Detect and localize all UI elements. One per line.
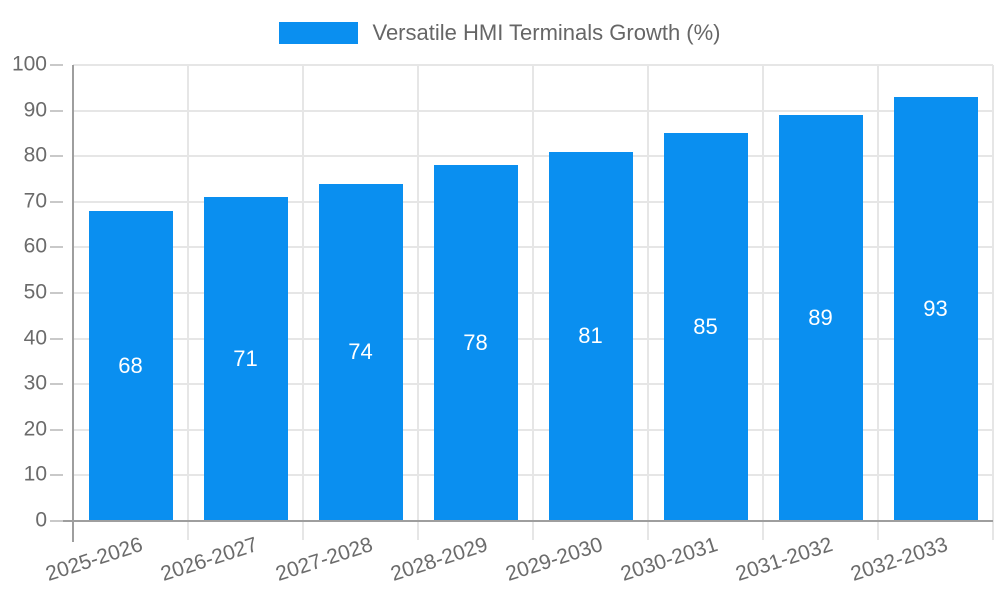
y-tick-label: 90 (23, 98, 47, 122)
y-tick-label: 0 (35, 508, 47, 532)
x-gridline (302, 65, 304, 540)
y-tick (50, 64, 63, 66)
bar[interactable]: 78 (433, 165, 518, 521)
bar[interactable]: 68 (88, 210, 173, 521)
bar[interactable]: 85 (663, 133, 748, 521)
y-tick (50, 428, 63, 431)
x-gridline (532, 65, 534, 540)
x-gridline (647, 65, 649, 540)
bar-value-label: 85 (693, 314, 718, 340)
y-tick (50, 246, 63, 249)
y-tick (50, 474, 63, 477)
bar-value-label: 74 (348, 339, 373, 365)
x-tick-label: 2025-2026 (42, 533, 146, 586)
x-tick-label: 2032-2033 (847, 533, 951, 586)
bar[interactable]: 93 (893, 96, 978, 521)
bar-value-label: 81 (578, 323, 603, 349)
x-axis-line (63, 520, 993, 522)
y-tick (50, 292, 63, 294)
y-tick-label: 10 (23, 462, 47, 486)
y-axis-line (72, 65, 74, 542)
bar-value-label: 89 (808, 305, 833, 331)
y-tick-label: 50 (23, 280, 47, 304)
x-tick-label: 2026-2027 (157, 533, 261, 586)
y-tick (50, 109, 63, 112)
y-tick-label: 70 (23, 189, 47, 213)
y-tick-label: 30 (23, 371, 47, 395)
y-tick (50, 155, 63, 158)
x-gridline (992, 65, 994, 540)
bar[interactable]: 89 (778, 115, 863, 521)
legend-swatch (279, 22, 359, 44)
y-tick-label: 20 (23, 417, 47, 441)
bar[interactable]: 74 (318, 183, 403, 521)
x-gridline (877, 65, 879, 540)
bar-value-label: 71 (233, 346, 258, 372)
legend-item[interactable]: Versatile HMI Terminals Growth (%) (0, 20, 1000, 46)
bar-value-label: 93 (923, 295, 948, 321)
x-gridline (762, 65, 764, 540)
x-tick-label: 2029-2030 (502, 533, 606, 586)
y-tick (50, 337, 63, 340)
bar[interactable]: 71 (203, 197, 288, 521)
bar-value-label: 78 (463, 330, 488, 356)
x-gridline (187, 65, 189, 540)
y-tick-label: 80 (23, 143, 47, 167)
bar[interactable]: 81 (548, 151, 633, 521)
x-tick-label: 2028-2029 (387, 533, 491, 586)
bar-value-label: 68 (118, 352, 143, 378)
y-tick (50, 383, 63, 386)
y-tick-label: 100 (11, 52, 47, 76)
y-tick-label: 60 (23, 234, 47, 258)
y-tick (50, 200, 63, 203)
x-tick-label: 2031-2032 (732, 533, 836, 586)
legend-label: Versatile HMI Terminals Growth (%) (372, 20, 721, 45)
x-tick-label: 2030-2031 (617, 533, 721, 586)
x-tick-label: 2027-2028 (272, 533, 376, 586)
x-gridline (417, 65, 419, 540)
y-tick (50, 520, 63, 522)
y-tick-label: 40 (23, 326, 47, 350)
